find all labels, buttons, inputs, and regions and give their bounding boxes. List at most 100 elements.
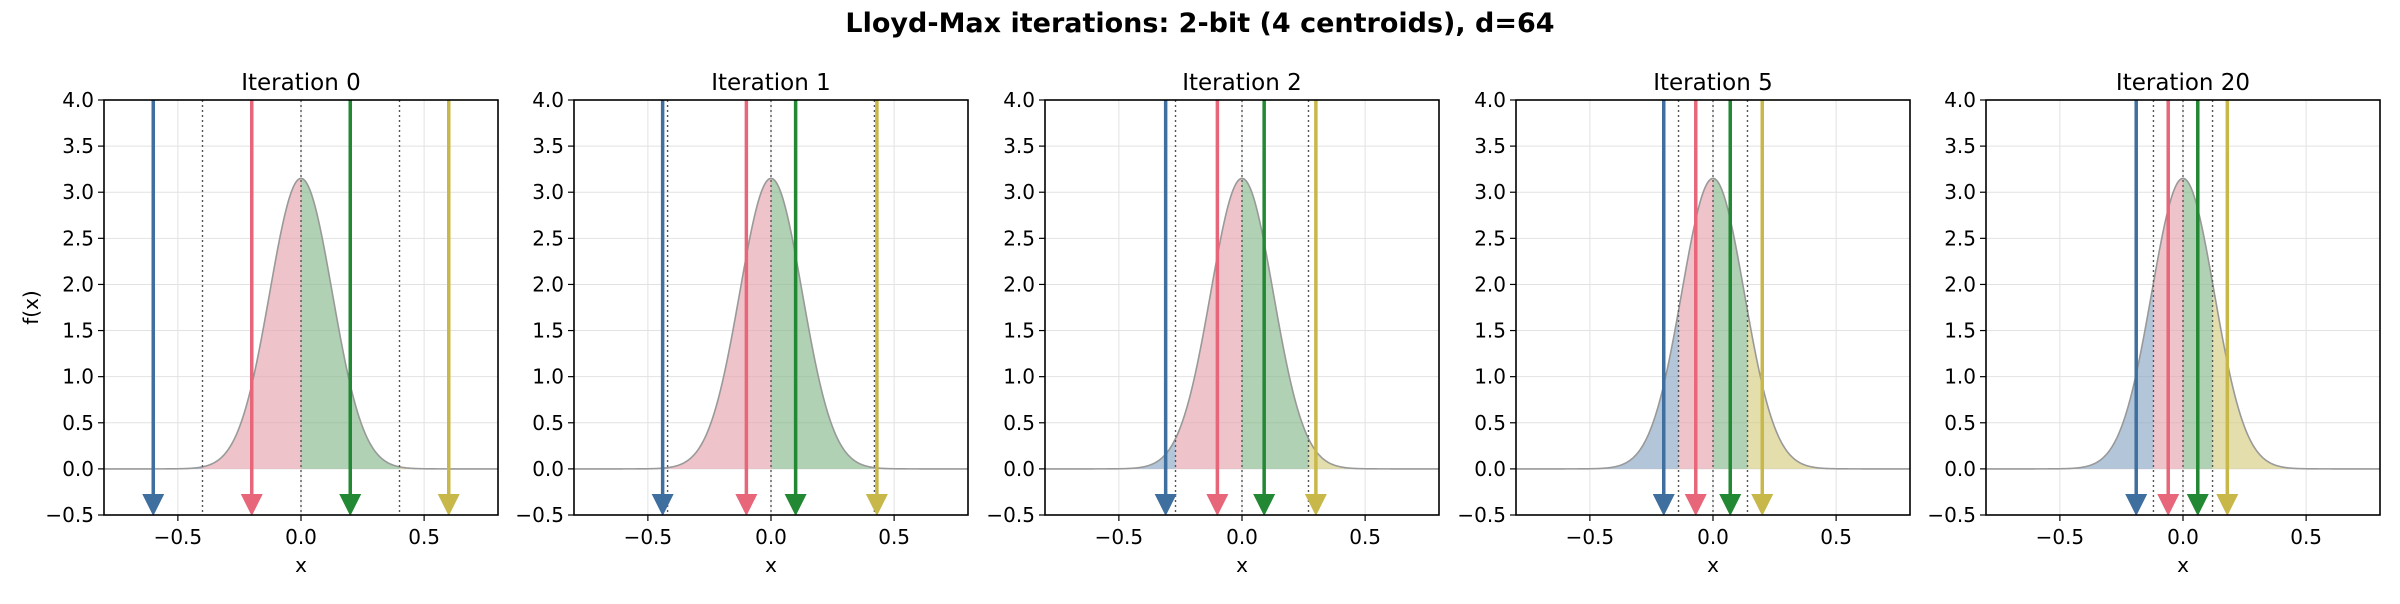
centroid-arrowhead-2 — [1206, 494, 1229, 515]
region-fill-1 — [1986, 282, 2154, 469]
panel-3: −0.5 0.0 0.5 1.0 1.5 2.0 2.5 3.0 3.5 4.0 −0.5 0.0 0.… — [986, 70, 1440, 577]
y-tick-label: −0.5 — [986, 503, 1035, 527]
centroid-arrowhead-3 — [2186, 494, 2209, 515]
density-curve — [1516, 177, 1910, 470]
x-tick-label: −0.5 — [1566, 525, 1615, 549]
x-tick-label: 0.5 — [2290, 525, 2322, 549]
panel-title: Iteration 20 — [2116, 70, 2250, 96]
x-tick-label: 0.5 — [1349, 525, 1381, 549]
centroid-arrowhead-3 — [339, 494, 362, 515]
region-fill-2 — [667, 178, 771, 469]
centroid-arrowhead-4 — [437, 494, 460, 515]
y-tick-label: 4.0 — [532, 88, 564, 112]
y-tick-label: 3.5 — [1003, 134, 1035, 158]
centroid-arrowhead-1 — [2125, 494, 2148, 515]
panels: −0.5 0.0 0.5 1.0 1.5 2.0 2.5 3.0 3.5 4.0 −0.5 0.0 0.… — [19, 70, 2381, 577]
y-tick-label: 1.5 — [1944, 319, 1976, 343]
region-fill-4 — [1747, 310, 1910, 469]
region-fill-2 — [202, 178, 301, 469]
x-tick-label: 0.5 — [408, 525, 440, 549]
plot-area — [1516, 100, 1910, 515]
region-fill-1 — [1516, 310, 1679, 469]
y-tick-label: 2.5 — [1474, 226, 1506, 250]
panel-5: −0.5 0.0 0.5 1.0 1.5 2.0 2.5 3.0 3.5 4.0 −0.5 0.0 0.… — [1927, 70, 2381, 577]
centroid-arrowhead-1 — [1154, 494, 1177, 515]
density-curve — [1986, 177, 2380, 470]
y-tick-label: 2.0 — [1003, 272, 1035, 296]
region-fill-2 — [1175, 178, 1242, 469]
y-tick-label: 1.0 — [532, 365, 564, 389]
y-tick-label: 2.5 — [532, 226, 564, 250]
region-fill-1 — [1045, 438, 1176, 469]
y-tick-label: 0.0 — [1003, 457, 1035, 481]
y-tick-label: −0.5 — [45, 503, 94, 527]
y-tick-label: 2.0 — [532, 272, 564, 296]
plot-area — [1045, 100, 1439, 515]
y-tick-label: 0.5 — [1003, 411, 1035, 435]
y-tick-label: 3.5 — [1474, 134, 1506, 158]
x-axis-label: x — [765, 553, 777, 577]
y-tick-label: 0.5 — [1944, 411, 1976, 435]
centroid-arrowhead-1 — [651, 494, 674, 515]
y-tick-label: 0.5 — [1474, 411, 1506, 435]
x-tick-label: −0.5 — [1095, 525, 1144, 549]
density-curve — [104, 177, 498, 470]
region-fill-3 — [301, 178, 400, 469]
y-tick-label: 3.0 — [62, 180, 94, 204]
centroid-arrowhead-1 — [1652, 494, 1675, 515]
centroid-arrowhead-2 — [1684, 494, 1707, 515]
centroid-arrowhead-3 — [1253, 494, 1276, 515]
panel-title: Iteration 0 — [241, 70, 361, 96]
y-tick-label: 1.0 — [1474, 365, 1506, 389]
y-tick-label: −0.5 — [1927, 503, 1976, 527]
region-fill-3 — [771, 178, 875, 469]
centroid-arrowhead-2 — [2157, 494, 2180, 515]
y-tick-label: 4.0 — [1474, 88, 1506, 112]
region-fill-4 — [1308, 438, 1439, 469]
centroid-arrowhead-4 — [865, 494, 888, 515]
y-tick-label: 2.5 — [1944, 226, 1976, 250]
y-tick-label: −0.5 — [515, 503, 564, 527]
panel-title: Iteration 5 — [1653, 70, 1773, 96]
centroid-arrowhead-3 — [1719, 494, 1742, 515]
plot-area — [1986, 100, 2380, 515]
x-tick-label: 0.5 — [878, 525, 910, 549]
density-curve — [574, 177, 968, 470]
density-curve — [1045, 177, 1439, 470]
panel-title: Iteration 1 — [711, 70, 831, 96]
y-tick-label: 3.0 — [532, 180, 564, 204]
y-axis-label: f(x) — [19, 290, 43, 324]
centroid-arrowhead-2 — [735, 494, 758, 515]
plot-area — [574, 100, 968, 515]
x-tick-label: 0.0 — [285, 525, 317, 549]
y-tick-label: 0.5 — [62, 411, 94, 435]
y-tick-label: 3.5 — [62, 134, 94, 158]
x-tick-label: −0.5 — [2036, 525, 2085, 549]
y-tick-label: 0.0 — [532, 457, 564, 481]
x-tick-label: 0.0 — [2167, 525, 2199, 549]
panel-title: Iteration 2 — [1182, 70, 1302, 96]
y-tick-label: 1.5 — [1003, 319, 1035, 343]
y-tick-label: −0.5 — [1457, 503, 1506, 527]
x-axis-label: x — [295, 553, 307, 577]
y-tick-label: 3.0 — [1474, 180, 1506, 204]
y-tick-label: 3.5 — [532, 134, 564, 158]
y-tick-label: 2.5 — [62, 226, 94, 250]
figure-title: Lloyd-Max iterations: 2-bit (4 centroids… — [845, 8, 1554, 39]
panel-2: −0.5 0.0 0.5 1.0 1.5 2.0 2.5 3.0 3.5 4.0 −0.5 0.0 0.… — [515, 70, 969, 577]
x-tick-label: 0.5 — [1820, 525, 1852, 549]
y-tick-label: 0.0 — [1944, 457, 1976, 481]
x-tick-label: −0.5 — [624, 525, 673, 549]
y-tick-label: 2.0 — [1944, 272, 1976, 296]
panel-1: −0.5 0.0 0.5 1.0 1.5 2.0 2.5 3.0 3.5 4.0 −0.5 0.0 0.… — [19, 70, 499, 577]
x-tick-label: −0.5 — [154, 525, 203, 549]
centroid-arrowhead-4 — [2216, 494, 2239, 515]
y-tick-label: 1.0 — [62, 365, 94, 389]
y-tick-label: 1.0 — [1944, 365, 1976, 389]
centroid-arrowhead-2 — [240, 494, 263, 515]
y-tick-label: 0.0 — [1474, 457, 1506, 481]
y-tick-label: 2.0 — [62, 272, 94, 296]
y-tick-label: 2.5 — [1003, 226, 1035, 250]
x-axis-label: x — [2177, 553, 2189, 577]
x-tick-label: 0.0 — [1226, 525, 1258, 549]
